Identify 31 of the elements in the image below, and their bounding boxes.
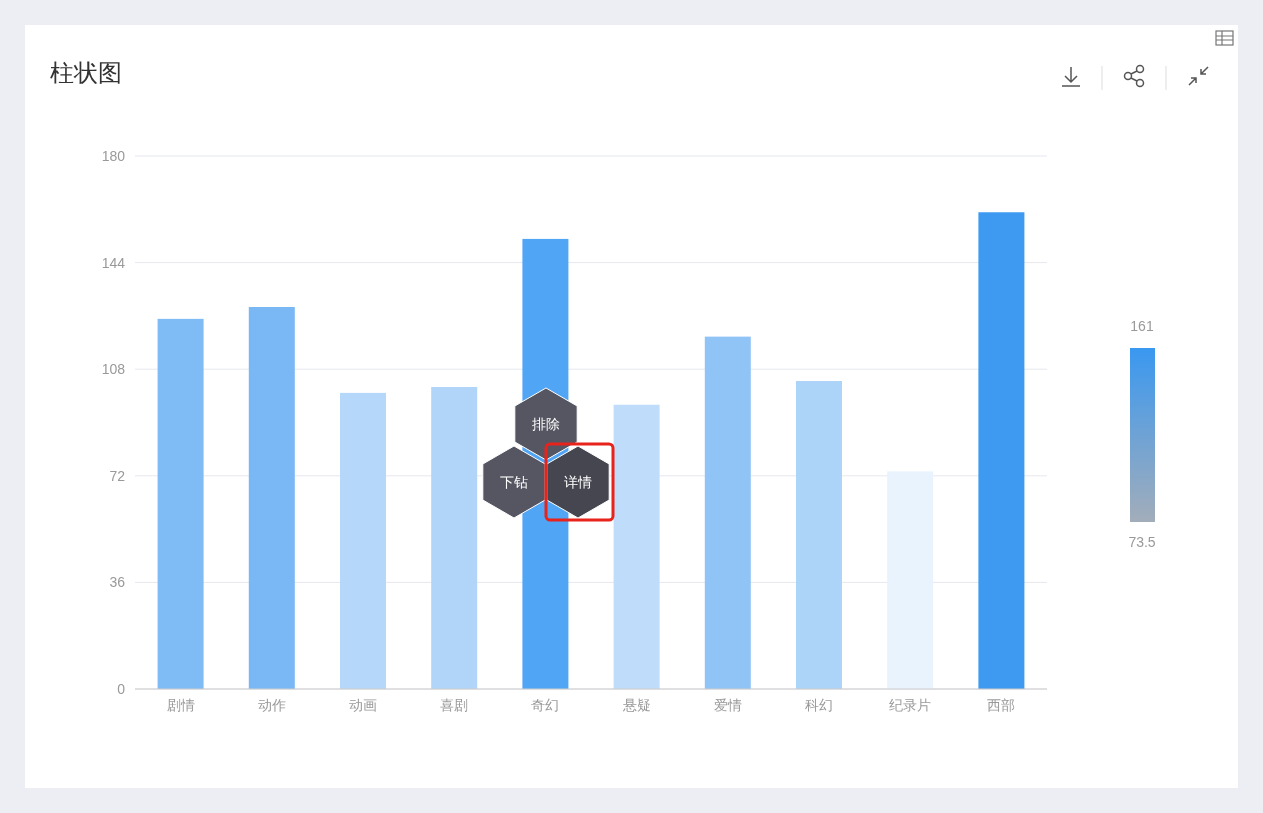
text: 161: [1130, 318, 1154, 334]
bar: [340, 392, 386, 689]
bar: [796, 381, 842, 689]
chart-title: 柱状图: [50, 59, 122, 86]
y-tick-label: 180: [101, 147, 126, 164]
x-tick-label: 科幻: [805, 697, 833, 713]
y-tick-label: 72: [109, 467, 126, 484]
bar: [978, 212, 1025, 689]
y-tick-label: 0: [117, 680, 126, 697]
bar: [613, 404, 660, 689]
y-tick-label: 36: [109, 574, 126, 591]
annotation: 下钻: [500, 473, 528, 490]
annotation: 详情: [564, 473, 592, 490]
bar: [887, 471, 934, 689]
x-tick-label: 悬疑: [621, 697, 651, 713]
bar: [157, 318, 204, 689]
x-tick-label: 纪录片: [889, 697, 932, 713]
text: 73.5: [1128, 534, 1156, 550]
bar: [248, 307, 295, 689]
x-tick-label: 剧情: [166, 697, 195, 713]
bar: [704, 336, 751, 689]
x-tick-label: 西部: [987, 697, 1016, 713]
x-tick-label: 奇幻: [531, 697, 560, 713]
x-tick-label: 爱情: [713, 697, 742, 713]
x-tick-label: 动画: [349, 697, 377, 713]
bar: [431, 386, 478, 689]
x-tick-label: 动作: [257, 697, 286, 713]
x-tick-label: 喜剧: [440, 697, 469, 713]
y-tick-label: 144: [101, 254, 126, 271]
annotation: 排除: [532, 415, 560, 432]
y-tick-label: 108: [101, 361, 126, 378]
